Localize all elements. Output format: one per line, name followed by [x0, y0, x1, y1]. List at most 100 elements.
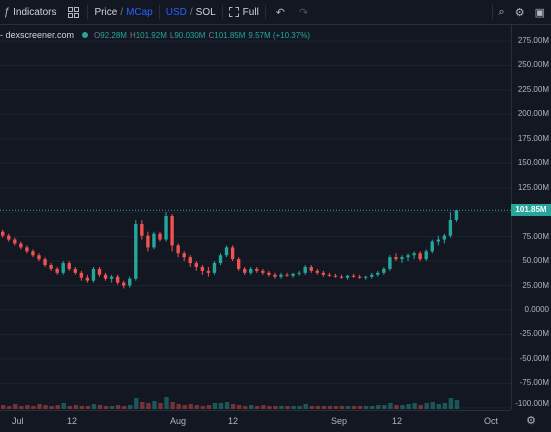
mcap-option[interactable]: MCap [126, 6, 153, 18]
volume-bar [454, 400, 460, 409]
candle-body [224, 247, 229, 256]
volume-bar [1, 405, 6, 409]
candle [364, 275, 368, 280]
screenshot-icon[interactable]: ⌕ [498, 5, 505, 18]
candle-body [236, 259, 241, 269]
candle-body [109, 276, 114, 279]
redo-icon[interactable]: ↷ [299, 6, 309, 19]
templates-button[interactable] [68, 6, 80, 18]
price-axis-label: 175.00M [517, 133, 549, 143]
volume-bar [333, 406, 339, 409]
top-toolbar: ƒ Indicators Price / MCap USD / SOL Full… [0, 0, 551, 25]
volume-bar [212, 403, 218, 409]
slash-separator: / [120, 6, 124, 18]
candle [418, 251, 422, 262]
volume-bar [67, 406, 72, 409]
candle [400, 255, 404, 264]
candle-body [194, 263, 198, 267]
candle [176, 243, 180, 258]
candle-body [273, 274, 277, 277]
indicators-icon: ƒ [4, 6, 11, 18]
candle-body [418, 253, 422, 260]
volume-bar [261, 405, 266, 409]
axis-settings-button[interactable]: ⚙ [511, 410, 551, 431]
candle-body [85, 277, 90, 281]
indicators-button[interactable]: ƒ Indicators [4, 6, 56, 18]
candle-body [91, 268, 96, 281]
candle-body [285, 274, 289, 276]
candle [339, 274, 344, 279]
volume-bar [291, 406, 296, 409]
volume-bar [224, 402, 230, 409]
candle-body [146, 235, 150, 248]
candle [357, 274, 362, 279]
candle [13, 237, 17, 246]
sol-option[interactable]: SOL [195, 6, 216, 18]
volume-bar [122, 406, 127, 409]
volume-bar [376, 405, 381, 409]
toolbar-divider [221, 5, 223, 19]
undo-icon[interactable]: ↶ [275, 6, 286, 19]
volume-bar [236, 405, 242, 409]
candle [61, 261, 65, 275]
volume-bar [55, 405, 60, 409]
candle-body [61, 263, 65, 273]
candle [146, 231, 150, 252]
candle [19, 241, 23, 250]
candle-body [376, 272, 380, 275]
low-value: 90.030M [174, 30, 206, 40]
indicators-label: Indicators [13, 6, 57, 18]
candle [49, 263, 53, 271]
candle-body [303, 266, 307, 273]
candle [218, 253, 223, 266]
candle [388, 255, 392, 271]
volume-bar [49, 406, 54, 409]
camera-icon[interactable]: ▣ [534, 6, 545, 19]
candlestick-chart[interactable] [0, 25, 511, 410]
price-axis-label: -100.00M [515, 399, 549, 408]
volume-bar [430, 402, 435, 409]
fullscreen-button[interactable]: Full [228, 7, 259, 18]
price-mcap-toggle[interactable]: Price / MCap [94, 7, 152, 18]
volume-bar [128, 405, 133, 409]
candle [249, 266, 253, 275]
currency-toggle[interactable]: USD / SOL [166, 7, 216, 18]
price-option[interactable]: Price [94, 6, 118, 18]
candle [267, 270, 271, 277]
candle-body [230, 247, 235, 260]
candle [212, 261, 217, 275]
time-axis[interactable]: Jul 12 Aug 12 Sep 12 Oct [0, 410, 511, 432]
volume-bar [327, 406, 333, 409]
open-value: 92.28M [100, 30, 127, 40]
gear-icon[interactable]: ⚙ [514, 6, 525, 19]
candle [188, 255, 192, 267]
candle-body [448, 220, 453, 236]
volume-bar [243, 406, 248, 409]
candle-body [351, 275, 356, 277]
candle [333, 273, 338, 278]
time-axis-label: 12 [392, 416, 403, 426]
candle [382, 266, 386, 275]
candle-body [382, 268, 386, 273]
price-axis-label: -25.00M [519, 329, 549, 339]
change-value: 9.57M (+10.37%) [248, 30, 310, 40]
volume-bar [255, 406, 260, 409]
volume-bar [19, 406, 24, 409]
volume-bar [134, 398, 139, 409]
chart-source: - dexscreener.com [0, 30, 75, 40]
candle-body [115, 276, 120, 283]
candle [79, 270, 84, 281]
usd-option[interactable]: USD [165, 6, 187, 18]
price-axis[interactable]: 275.00M 250.00M 225.00M 200.00M 175.00M 150.0… [511, 25, 551, 410]
price-axis-label: 125.00M [517, 182, 549, 192]
candle-body [7, 235, 11, 240]
open-label: O [94, 30, 101, 40]
candle [309, 265, 313, 273]
candle [424, 249, 428, 262]
time-axis-label: Jul [12, 416, 24, 426]
candle [224, 245, 229, 258]
candle-body [13, 239, 17, 244]
candle-body [182, 253, 186, 258]
volume-bar [436, 404, 441, 409]
close-value: 101.85M [214, 30, 246, 40]
